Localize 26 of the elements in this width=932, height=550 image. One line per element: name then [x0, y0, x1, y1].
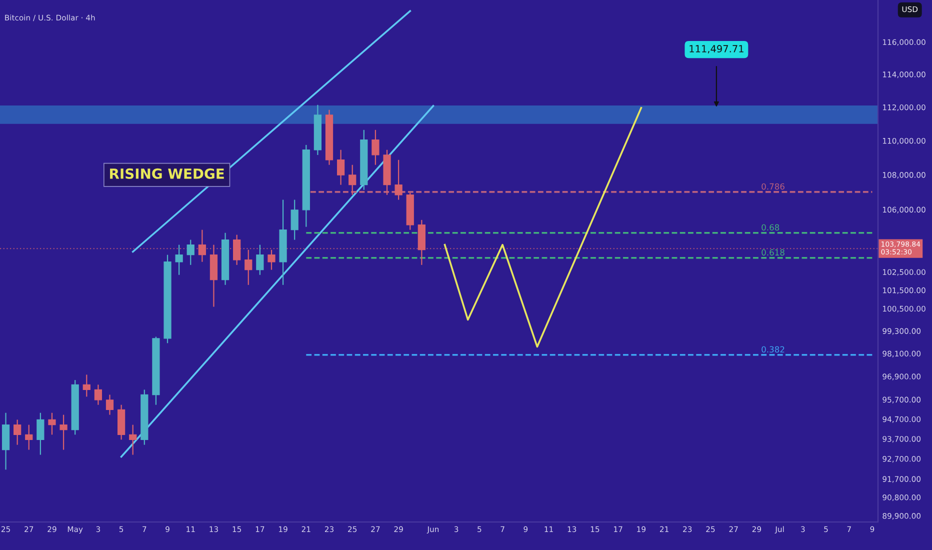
candlestick [60, 414, 68, 450]
candlestick [106, 394, 114, 416]
annotation: 111,497.71 [690, 45, 744, 54]
candlestick [256, 244, 264, 276]
candlestick [25, 424, 33, 450]
annotation: RISING WEDGE [110, 168, 224, 179]
series-label: 0.382 [762, 346, 784, 353]
series-label: 0.68 [762, 224, 780, 231]
line-series [444, 106, 642, 348]
candlestick [48, 412, 56, 436]
candlestick [336, 149, 345, 186]
series-label: 0.618 [762, 249, 784, 256]
candlestick [94, 384, 102, 406]
candlestick [372, 129, 380, 166]
candlestick [175, 244, 183, 276]
candlestick [268, 249, 276, 270]
candlestick [290, 199, 298, 240]
candlestick [186, 239, 194, 266]
candlestick [348, 164, 356, 196]
candlestick [394, 159, 402, 200]
candlestick [244, 249, 252, 286]
series-label: 0.786 [762, 183, 784, 190]
candlestick [82, 374, 90, 398]
candlestick [36, 412, 44, 456]
candlestick [14, 419, 22, 446]
candlestick [129, 424, 137, 456]
